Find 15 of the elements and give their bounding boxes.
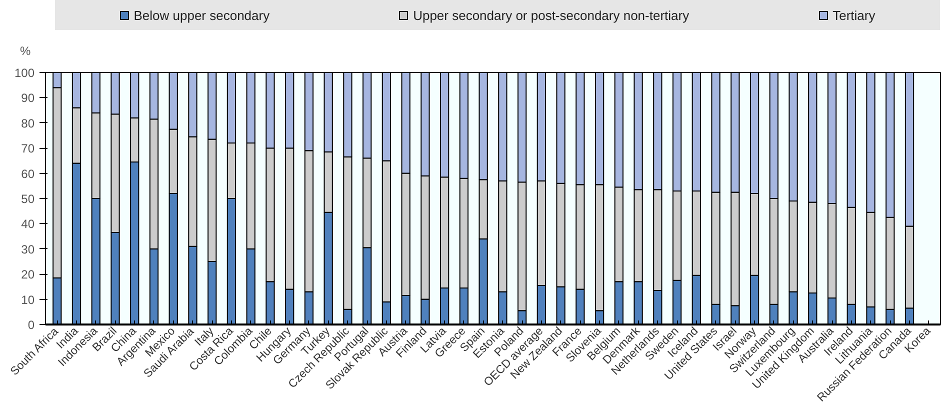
y-tick-label: 20 xyxy=(21,268,35,282)
legend-label: Tertiary xyxy=(832,8,876,22)
legend-label: Below upper secondary xyxy=(134,8,270,22)
y-tick-label: 10 xyxy=(21,292,35,307)
y-tick-label: 80 xyxy=(21,116,35,130)
y-tick-label: 100 xyxy=(14,66,35,80)
y-tick-label: 40 xyxy=(21,217,35,232)
y-axis-title: % xyxy=(20,44,32,58)
y-tick-label: 70 xyxy=(21,142,35,156)
y-tick-label: 0 xyxy=(28,318,35,332)
legend-label: Upper secondary or post-secondary non-tertiary xyxy=(413,8,690,22)
y-tick-label: 50 xyxy=(21,192,35,206)
y-tick-label: 30 xyxy=(21,242,35,256)
y-tick-label: 60 xyxy=(21,166,35,181)
y-tick-label: 90 xyxy=(21,91,35,106)
